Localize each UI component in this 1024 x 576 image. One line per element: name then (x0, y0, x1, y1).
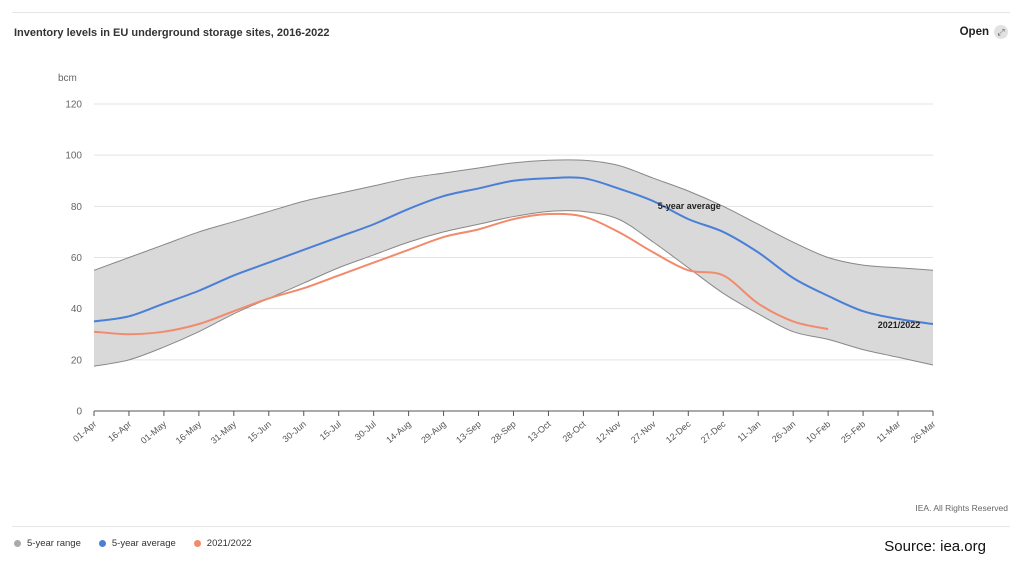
legend-dot-average (98, 540, 106, 547)
legend-dot-range (14, 540, 21, 547)
x-tick-label: 30-Jul (353, 419, 378, 442)
x-tick-label: 12-Nov (594, 419, 623, 446)
x-tick-label: 01-Apr (71, 419, 98, 444)
top-divider (12, 12, 1010, 13)
y-tick-label: 60 (71, 253, 83, 264)
source-text: Source: iea.org (884, 538, 986, 555)
y-tick-label: 100 (65, 151, 82, 162)
range-band (94, 159, 933, 367)
x-tick-label: 27-Nov (629, 419, 658, 446)
y-tick-label: 0 (76, 407, 82, 418)
x-tick-label: 31-May (209, 419, 239, 446)
legend-item-average[interactable]: 5-year average (98, 538, 176, 549)
open-label: Open (959, 26, 989, 38)
x-tick-label: 15-Jun (246, 419, 274, 444)
y-axis-label: bcm (58, 73, 77, 84)
legend-item-range[interactable]: 5-year range (14, 538, 81, 549)
series-annotation: 5-year average (658, 201, 721, 211)
y-tick-label: 120 (65, 100, 82, 111)
average-line (93, 176, 934, 326)
x-tick-label: 13-Sep (454, 419, 483, 445)
range-lower-edge (93, 210, 934, 367)
y-tick-label: 40 (71, 304, 83, 315)
range-upper-edge (93, 159, 934, 271)
current-line (93, 212, 829, 336)
x-tick-label: 27-Dec (699, 419, 728, 446)
open-button[interactable]: Open ⤢ (960, 25, 1008, 39)
x-tick-label: 11-Mar (875, 419, 903, 445)
legend-label-current: 2021/2022 (206, 538, 252, 549)
x-tick-label: 28-Sep (489, 419, 518, 445)
x-tick-label: 10-Feb (804, 419, 832, 445)
legend-item-current[interactable]: 2021/2022 (193, 538, 252, 549)
legend-label-average: 5-year average (111, 538, 176, 549)
legend-label-range: 5-year range (27, 538, 81, 549)
series-annotation: 2021/2022 (878, 320, 921, 330)
x-tick-label: 26-Jan (770, 419, 798, 444)
x-tick-label: 16-May (174, 419, 204, 446)
x-tick-label: 29-Aug (419, 419, 448, 445)
x-tick-label: 01-May (139, 419, 169, 446)
x-tick-label: 28-Oct (561, 419, 589, 444)
expand-icon: ⤢ (994, 25, 1008, 39)
rights-text: IEA. All Rights Reserved (915, 503, 1008, 513)
legend-dot-current (193, 540, 201, 547)
x-tick-label: 13-Oct (526, 419, 554, 444)
x-tick-label: 12-Dec (664, 419, 693, 446)
y-tick-label: 20 (71, 355, 83, 366)
bottom-divider (12, 526, 1010, 527)
x-tick-label: 14-Aug (384, 419, 413, 445)
x-tick-label: 30-Jun (281, 419, 309, 444)
chart-title: Inventory levels in EU underground stora… (14, 27, 330, 39)
y-tick-label: 80 (71, 202, 83, 213)
x-tick-label: 25-Feb (839, 419, 867, 445)
x-tick-label: 15-Jul (318, 419, 343, 442)
legend: 5-year range 5-year average 2021/2022 (14, 538, 252, 549)
x-tick-label: 11-Jan (735, 419, 762, 444)
x-tick-label: 26-Mar (909, 419, 937, 445)
x-tick-label: 16-Apr (106, 419, 133, 444)
chart-area: 0 20 40 60 80 100 120 bcm 01-Apr 16-Apr 01-May 16-M… (58, 73, 937, 446)
